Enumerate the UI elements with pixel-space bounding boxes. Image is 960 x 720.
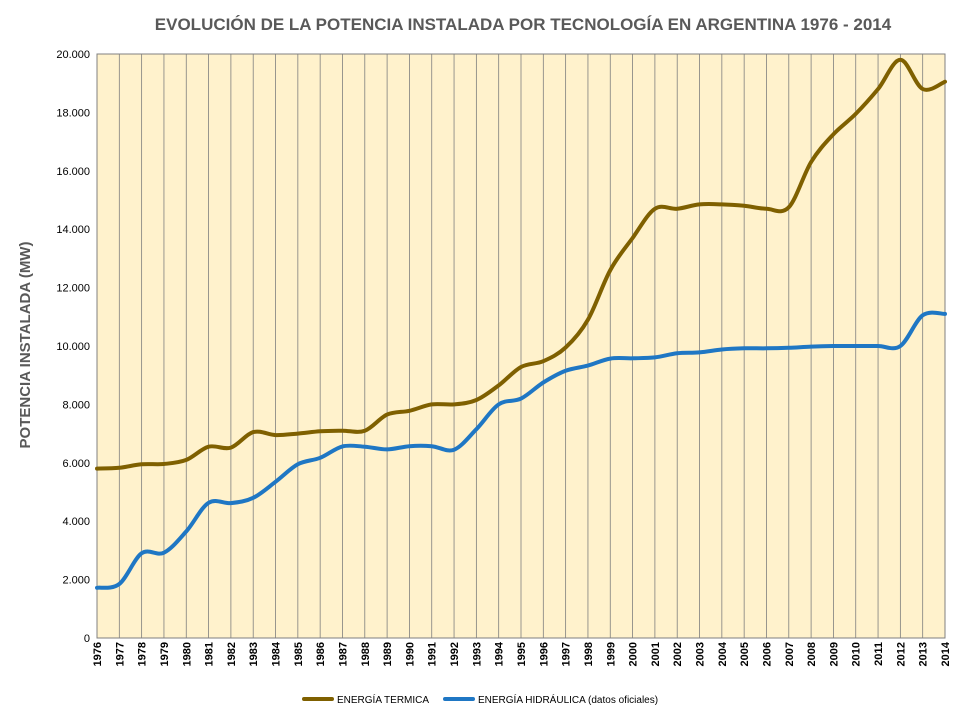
legend: ENERGÍA TERMICA ENERGÍA HIDRÁULICA (datos…	[302, 693, 658, 706]
x-tick-label: 2006	[761, 642, 773, 666]
x-tick-label: 1992	[449, 642, 461, 666]
x-tick-label: 1991	[427, 642, 439, 666]
series-lines	[95, 57, 947, 590]
x-tick-label: 1981	[204, 642, 216, 666]
y-tick-label: 2.000	[62, 575, 90, 587]
x-tick-label: 1993	[471, 642, 483, 666]
x-tick-label: 1999	[605, 642, 617, 666]
x-tick-label: 1982	[226, 642, 238, 666]
x-tick-label: 1997	[561, 642, 573, 666]
x-tick-label: 2000	[628, 642, 640, 666]
series-line-2	[95, 310, 947, 590]
x-tick-label: 1996	[538, 642, 550, 666]
x-tick-label: 1979	[159, 642, 171, 666]
x-tick-label: 1989	[382, 642, 394, 666]
y-tick-label: 20.000	[56, 49, 90, 61]
x-tick-label: 1984	[271, 641, 283, 666]
x-tick-label: 2013	[918, 642, 930, 666]
x-tick-label: 1983	[248, 642, 260, 666]
x-tick-label: 1994	[494, 641, 506, 666]
y-tick-label: 10.000	[56, 341, 90, 353]
chart-title: EVOLUCIÓN DE LA POTENCIA INSTALADA POR T…	[155, 15, 892, 34]
x-tick-label: 2010	[851, 642, 863, 666]
x-tick-label: 2011	[873, 642, 885, 666]
x-tick-label: 2008	[806, 642, 818, 666]
x-tick-label: 2005	[739, 642, 751, 666]
y-tick-label: 12.000	[56, 283, 90, 295]
y-tick-label: 18.000	[56, 107, 90, 119]
x-tick-label: 2012	[895, 642, 907, 666]
x-tick-label: 1986	[315, 642, 327, 666]
x-tick-label: 1988	[360, 642, 372, 666]
y-tick-label: 6.000	[62, 458, 90, 470]
legend-label-1: ENERGÍA TERMICA	[337, 693, 429, 706]
x-tick-label: 2004	[717, 641, 729, 666]
y-tick-label: 4.000	[62, 516, 90, 528]
x-tick-label: 1995	[516, 642, 528, 666]
x-tick-label: 2003	[695, 642, 707, 666]
y-axis-label: POTENCIA INSTALADA (MW)	[17, 242, 34, 449]
x-tick-label: 1976	[92, 642, 104, 666]
x-tick-label: 1990	[404, 642, 416, 666]
x-tick-label: 1998	[583, 642, 595, 666]
x-tick-label: 2009	[828, 642, 840, 666]
x-tick-label: 1980	[181, 642, 193, 666]
y-tick-label: 0	[84, 633, 90, 645]
x-tick-label: 2007	[784, 642, 796, 666]
x-tick-label: 1985	[293, 642, 305, 666]
x-tick-label: 2014	[940, 641, 952, 666]
x-tick-label: 1978	[137, 642, 149, 666]
y-tick-label: 16.000	[56, 166, 90, 178]
x-tick-label: 2001	[650, 642, 662, 666]
x-tick-label: 1987	[337, 642, 349, 666]
y-tick-label: 8.000	[62, 399, 90, 411]
x-tick-label: 2002	[672, 642, 684, 666]
y-tick-label: 14.000	[56, 224, 90, 236]
x-tick-labels: 1976 1977 1978 1979 1980 1981 1982 1983 1984 1985…	[92, 641, 952, 666]
x-tick-label: 1977	[114, 642, 126, 666]
y-tick-labels: 0 2.000 4.000 6.000 8.000 10.000 12.000 14.000 1…	[56, 49, 90, 645]
legend-label-2: ENERGÍA HIDRÁULICA (datos oficiales)	[478, 693, 658, 706]
series-line-1	[95, 57, 947, 471]
